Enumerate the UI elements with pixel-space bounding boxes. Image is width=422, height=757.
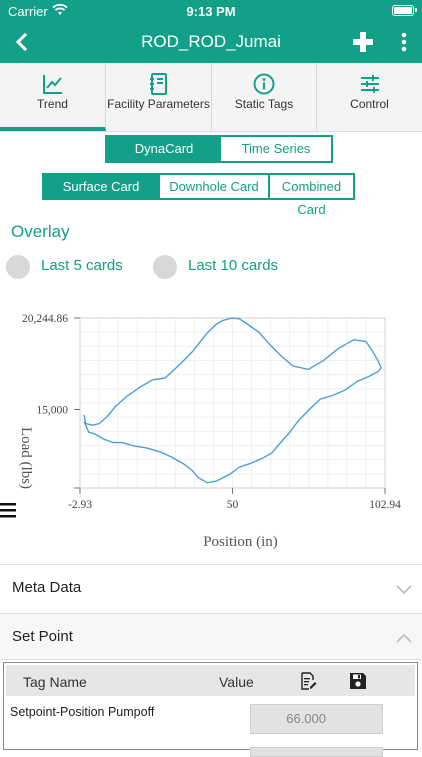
back-arrow-icon[interactable]	[10, 30, 34, 54]
table-header: Tag Name Value	[6, 665, 415, 696]
hamburger-menu-icon[interactable]	[0, 500, 16, 520]
y-axis-label: Load (lbs)	[18, 427, 34, 489]
chart-grid	[80, 318, 385, 488]
tab-facility-parameters[interactable]: Facility Parameters	[106, 63, 212, 131]
tick-labels: 20,244.86 15,000 -2.93 50 102.94	[22, 313, 401, 511]
notebook-icon	[149, 73, 167, 95]
tag-name-header: Tag Name	[23, 674, 87, 690]
info-icon	[253, 73, 275, 95]
tab-control[interactable]: Control	[317, 63, 422, 131]
clock: 9:13 PM	[186, 4, 236, 19]
tab-bar: Trend Facility Parameters Static Tags	[0, 63, 422, 132]
nav-bar: ROD_ROD_Jumai	[0, 22, 422, 63]
tab-facility-parameters-label: Facility Parameters	[107, 97, 210, 111]
setpoint-value-field-next[interactable]	[250, 747, 383, 757]
last-5-cards-radio[interactable]	[6, 255, 30, 279]
dynacard-toggle-button[interactable]: DynaCard	[107, 137, 221, 161]
value-header: Value	[219, 674, 254, 690]
tab-trend[interactable]: Trend	[0, 63, 106, 131]
time-series-toggle-button[interactable]: Time Series	[241, 141, 311, 156]
status-bar: Carrier 9:13 PM	[0, 0, 422, 22]
overlay-heading: Overlay	[11, 222, 70, 241]
tab-trend-label: Trend	[37, 97, 68, 111]
combined-card-button[interactable]: Combined Card	[281, 179, 342, 217]
x-tick-label: -2.93	[68, 499, 92, 511]
battery-icon	[392, 5, 417, 16]
page-title: ROD_ROD_Jumai	[141, 32, 281, 51]
carrier-label: Carrier	[8, 4, 48, 19]
set-point-title: Set Point	[12, 628, 73, 645]
y-tick-label: 20,244.86	[22, 313, 68, 325]
meta-data-section[interactable]: Meta Data	[0, 564, 422, 614]
x-tick-label: 102.94	[369, 499, 401, 511]
chevron-up-icon[interactable]	[396, 633, 412, 643]
y-tick-label: 15,000	[36, 404, 68, 416]
last-5-cards-label[interactable]: Last 5 cards	[41, 257, 123, 274]
set-point-section[interactable]: Set Point	[0, 613, 422, 660]
surface-card-button[interactable]: Surface Card	[44, 175, 158, 198]
chart-line-icon	[42, 75, 62, 94]
add-icon[interactable]	[352, 31, 374, 53]
last-10-cards-label[interactable]: Last 10 cards	[188, 257, 279, 274]
tab-static-tags[interactable]: Static Tags	[212, 63, 317, 131]
edit-document-icon[interactable]	[299, 672, 317, 690]
x-axis-label: Position (in)	[203, 534, 278, 550]
meta-data-title: Meta Data	[12, 579, 82, 596]
setpoint-tag-name: Setpoint-Position Pumpoff	[10, 705, 155, 719]
view-toggle: DynaCard Time Series	[105, 135, 333, 163]
x-tick-label: 50	[227, 499, 239, 511]
setpoint-value-field[interactable]: 66.000	[250, 704, 383, 734]
save-icon[interactable]	[349, 672, 367, 690]
tab-static-tags-label: Static Tags	[234, 97, 294, 111]
dynacard-chart: 20,244.86 15,000 -2.93 50 102.94 Position (i…	[18, 313, 401, 550]
downhole-card-button[interactable]: Downhole Card	[158, 175, 270, 198]
setpoint-table: Tag Name Value Setpoint-Position Pumpoff…	[3, 662, 418, 757]
card-type-toggle: Surface Card Downhole Card Combined Card	[42, 173, 355, 217]
wifi-icon	[52, 3, 68, 15]
tab-control-label: Control	[350, 97, 389, 111]
load-position-line	[83, 317, 382, 484]
more-options-icon[interactable]	[395, 30, 413, 54]
chevron-down-icon[interactable]	[396, 585, 412, 595]
sliders-icon	[360, 75, 379, 93]
last-10-cards-radio[interactable]	[153, 255, 177, 279]
